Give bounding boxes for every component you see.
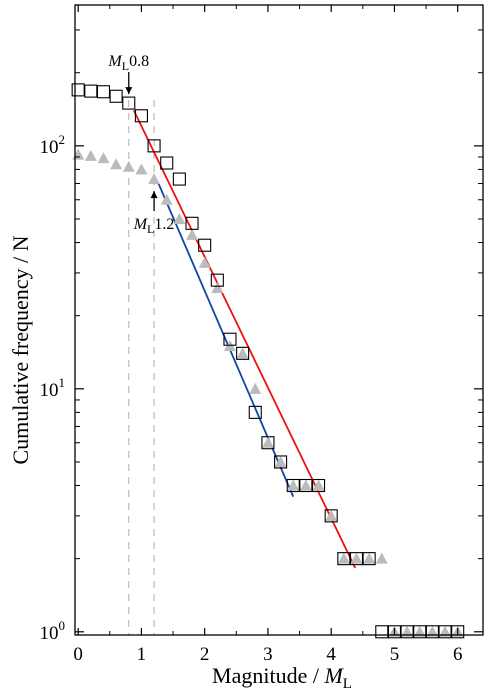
triangle-point-0 (72, 148, 85, 160)
triangle-point-20 (325, 509, 338, 521)
square-point-7 (160, 156, 174, 170)
annotation-label-0: ML0.8 (107, 53, 149, 73)
x-tick-label-0: 0 (73, 644, 83, 665)
square-point-22 (349, 552, 364, 566)
triangle-point-27 (413, 625, 426, 637)
square-point-25 (387, 625, 401, 639)
square-point-4 (122, 96, 136, 110)
square-point-0 (71, 83, 85, 97)
annotation-value: 1.2 (154, 216, 174, 233)
square-point-16 (274, 455, 288, 469)
triangle-point-7 (160, 193, 173, 205)
triangle-point-9 (186, 228, 199, 240)
y-tick-label-0: 100 (40, 618, 66, 644)
annotation-sub: L (147, 222, 154, 236)
square-point-5 (134, 109, 148, 123)
triangle-point-17 (287, 479, 300, 491)
x-axis-title-sub: L (343, 676, 352, 692)
annotation-label-1: ML1.2 (133, 216, 175, 236)
data-points (71, 83, 465, 639)
triangle-point-21 (337, 552, 350, 564)
triangle-point-19 (312, 479, 325, 491)
fit-lines (133, 109, 357, 569)
square-point-12 (223, 332, 237, 346)
triangle-point-23 (363, 552, 376, 564)
triangle-point-8 (173, 213, 186, 225)
square-point-30 (451, 625, 465, 639)
square-point-23 (362, 552, 376, 566)
triangle-point-11 (211, 282, 224, 294)
square-point-20 (324, 509, 338, 523)
y-tick-base: 10 (40, 380, 59, 401)
x-axis-title: Magnitude / ML (212, 663, 352, 692)
square-point-19 (311, 478, 326, 493)
square-point-26 (400, 625, 414, 639)
y-tick-exponent: 1 (59, 375, 66, 390)
annotation-var: M (133, 216, 149, 233)
x-axis-title-text: Magnitude / (212, 663, 324, 688)
triangle-point-4 (122, 160, 135, 172)
y-tick-label-2: 102 (40, 132, 66, 158)
square-point-3 (109, 89, 123, 103)
y-tick-exponent: 0 (59, 618, 66, 633)
square-point-11 (210, 273, 224, 287)
y-axis-title: Cumulative frequency / N (8, 235, 33, 464)
triangle-point-29 (439, 625, 452, 637)
triangle-point-26 (401, 625, 414, 637)
annotation-arrowhead-0 (125, 87, 133, 95)
triangle-point-2 (97, 152, 110, 164)
x-tick-label-2: 2 (200, 644, 210, 665)
reference-lines (128, 100, 155, 635)
triangle-point-1 (84, 149, 97, 161)
square-point-2 (96, 85, 111, 99)
fit-line-1 (157, 183, 295, 497)
annotation-arrowhead-1 (150, 191, 158, 199)
square-point-6 (147, 139, 161, 153)
square-point-13 (236, 346, 250, 360)
x-tick-label-4: 4 (326, 644, 336, 665)
fit-line-0 (133, 109, 357, 569)
square-point-15 (261, 436, 275, 450)
triangle-point-18 (299, 479, 312, 491)
square-point-29 (438, 625, 452, 639)
square-point-10 (198, 238, 212, 252)
square-point-14 (248, 405, 262, 419)
x-tick-label-1: 1 (137, 644, 147, 665)
triangle-point-3 (110, 158, 123, 170)
triangle-point-6 (148, 173, 161, 185)
y-tick-base: 10 (40, 137, 59, 158)
triangle-point-14 (249, 382, 262, 394)
triangle-point-24 (375, 552, 388, 564)
y-tick-label-1: 101 (40, 375, 66, 401)
triangle-point-10 (198, 256, 211, 268)
square-point-17 (286, 478, 300, 493)
square-point-21 (337, 552, 351, 566)
x-tick-label-3: 3 (263, 644, 273, 665)
y-tick-exponent: 2 (59, 132, 66, 147)
x-tick-label-5: 5 (390, 644, 400, 665)
square-point-9 (185, 216, 199, 230)
x-ticks: 0 1 2 3 4 5 6 (73, 5, 462, 665)
annotation-value: 0.8 (129, 53, 149, 70)
triangle-point-15 (261, 436, 274, 448)
y-tick-base: 10 (40, 623, 59, 644)
square-point-8 (172, 172, 186, 186)
triangle-point-28 (426, 625, 439, 637)
triangle-point-16 (274, 455, 287, 467)
triangle-point-22 (350, 552, 363, 564)
square-point-18 (299, 478, 313, 493)
triangle-point-13 (236, 347, 249, 359)
plot-frame (74, 4, 484, 636)
annotation-var: M (107, 53, 123, 70)
triangle-point-5 (135, 163, 148, 175)
square-point-1 (84, 84, 98, 98)
x-tick-label-6: 6 (453, 644, 463, 665)
x-axis-title-var: M (323, 663, 344, 688)
annotation-sub: L (122, 59, 129, 73)
square-point-24 (375, 625, 389, 639)
